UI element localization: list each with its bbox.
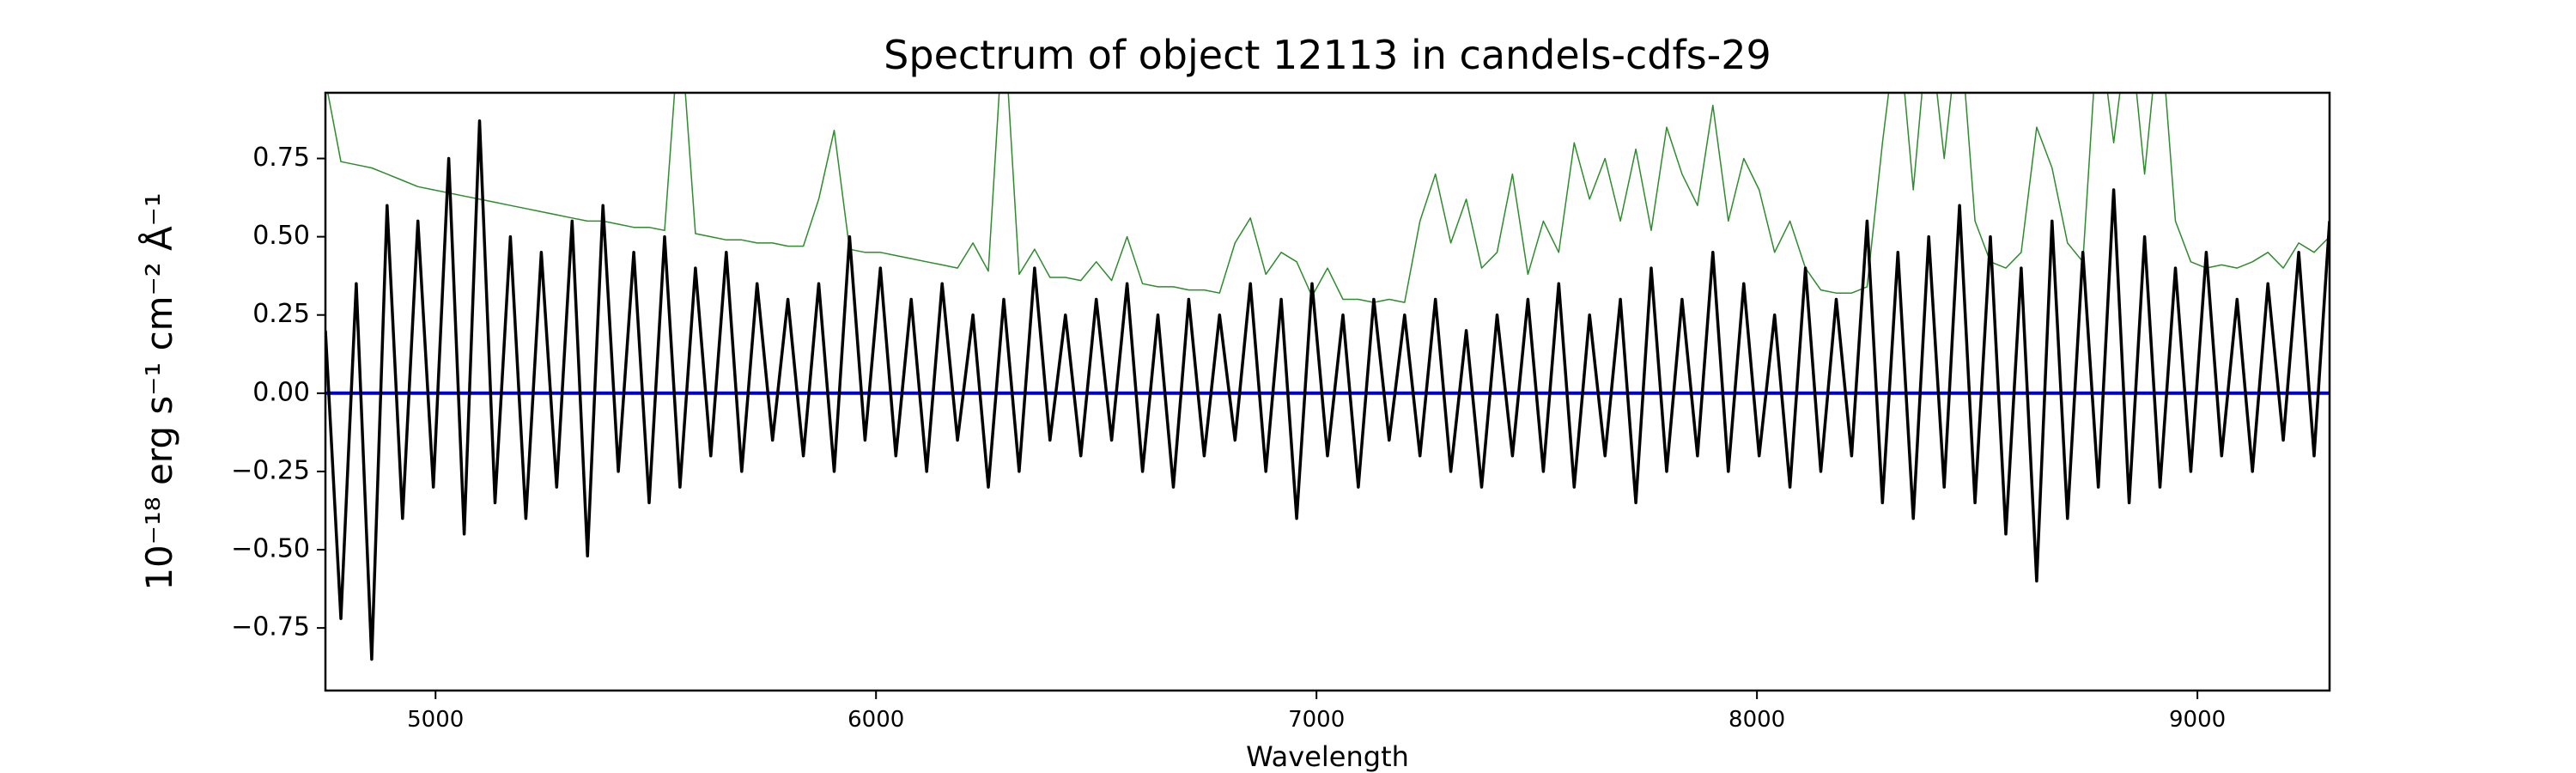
chart-title: Spectrum of object 12113 in candels-cdfs… [884,32,1771,78]
x-tick-label: 9000 [2169,707,2226,733]
x-axis-label: Wavelength [1246,740,1409,773]
x-tick-label: 7000 [1288,707,1345,733]
y-tick-label: −0.75 [231,612,310,642]
series-line [327,93,2330,303]
series-line [325,119,2330,661]
x-tick-label: 5000 [407,707,464,733]
plot-frame [324,91,2331,692]
plot-lines [325,93,2330,661]
y-tick-label: 0.75 [252,143,310,173]
x-tick-label: 8000 [1728,707,1785,733]
y-tick-label: −0.25 [231,455,310,485]
y-tick-label: −0.50 [231,534,310,564]
y-tick-label: 0.25 [252,299,310,329]
y-axis-label: 10⁻¹⁸ erg s⁻¹ cm⁻² Å⁻¹ [137,192,180,590]
y-tick-label: 0.00 [252,377,310,407]
y-tick-label: 0.50 [252,221,310,251]
x-tick-label: 6000 [848,707,904,733]
